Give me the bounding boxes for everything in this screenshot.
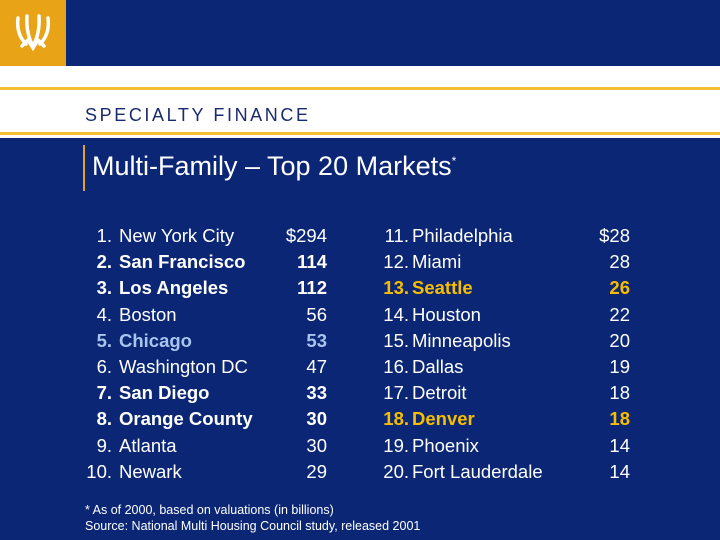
city: Philadelphia — [412, 225, 513, 246]
value: 29 — [306, 460, 327, 482]
market-row: 15. Minneapolis 20 — [0, 328, 720, 354]
footnote-line: * As of 2000, based on valuations (in bi… — [85, 503, 334, 517]
city: Orange County — [119, 408, 253, 430]
market-row: 10. Newark 29 — [0, 459, 720, 485]
market-row: 6. Washington DC 47 — [0, 354, 720, 380]
rank: 14. — [383, 303, 409, 325]
rank: 9. — [96, 434, 112, 456]
city: Seattle — [412, 277, 473, 299]
market-row: 12. Miami 28 — [0, 249, 720, 275]
value: 14 — [609, 434, 630, 456]
value: 14 — [609, 460, 630, 482]
market-row: 2. San Francisco 114 — [0, 249, 720, 275]
city: Atlanta — [119, 434, 177, 456]
value: 18 — [609, 382, 630, 404]
market-row: 16. Dallas 19 — [0, 354, 720, 380]
gold-rule — [0, 132, 720, 135]
market-row: 4. Boston 56 — [0, 302, 720, 328]
rank: 1. — [96, 225, 112, 246]
city: Miami — [412, 251, 462, 273]
city: Fort Lauderdale — [412, 460, 543, 482]
source-line: Source: National Multi Housing Council s… — [85, 519, 421, 533]
title-footnote-mark: * — [451, 154, 457, 168]
city: San Diego — [119, 382, 210, 404]
city: Chicago — [119, 329, 192, 351]
rank: 15. — [383, 329, 409, 351]
market-row: 7. San Diego 33 — [0, 380, 720, 406]
rank: 4. — [96, 303, 112, 325]
market-row: 1. New York City $294 — [0, 223, 720, 249]
rank: 8. — [96, 408, 112, 430]
logo — [0, 0, 66, 66]
market-row: 5. Chicago 53 — [0, 328, 720, 354]
rank: 7. — [96, 382, 112, 404]
value: 28 — [609, 251, 630, 273]
rank: 3. — [96, 277, 112, 299]
rank: 13. — [383, 277, 409, 299]
value: 30 — [306, 434, 327, 456]
value: 33 — [306, 382, 327, 404]
rank: 19. — [383, 434, 409, 456]
market-row: 9. Atlanta 30 — [0, 433, 720, 459]
gold-rule — [0, 87, 720, 90]
rank: 17. — [383, 382, 409, 404]
value: 22 — [609, 303, 630, 325]
value: $28 — [599, 225, 630, 246]
value: 30 — [306, 408, 327, 430]
city: Minneapolis — [412, 329, 511, 351]
market-row: 11. Philadelphia $28 — [0, 223, 720, 249]
title-text: Multi-Family – Top 20 Markets — [92, 151, 452, 181]
market-row: 8. Orange County 30 — [0, 406, 720, 432]
value: 18 — [609, 408, 630, 430]
value: 26 — [609, 277, 630, 299]
rank: 16. — [383, 356, 409, 377]
rank: 20. — [383, 460, 409, 482]
market-row: 19. Phoenix 14 — [0, 433, 720, 459]
header-band — [0, 0, 720, 66]
wheat-sheaf-logo-icon — [15, 14, 51, 52]
city: Los Angeles — [119, 277, 229, 299]
rank: 18. — [383, 408, 409, 430]
value: 20 — [609, 329, 630, 351]
value: 112 — [297, 277, 327, 299]
city: San Francisco — [119, 251, 246, 273]
city: Boston — [119, 303, 177, 325]
rank: 10. — [86, 460, 112, 482]
market-row: 18. Denver 18 — [0, 406, 720, 432]
page-title: Multi-Family – Top 20 Markets* — [92, 151, 456, 182]
market-row: 3. Los Angeles 112 — [0, 275, 720, 301]
footnote: * As of 2000, based on valuations (in bi… — [85, 502, 420, 534]
city: Newark — [119, 460, 182, 482]
value: 19 — [609, 356, 630, 377]
rank: 2. — [96, 251, 112, 273]
brand-band — [0, 66, 720, 138]
rank: 6. — [96, 356, 112, 377]
brand-name: SPECIALTY FINANCE — [85, 105, 311, 125]
rank: 12. — [383, 251, 409, 273]
rank: 5. — [96, 329, 112, 351]
city: Washington DC — [119, 356, 248, 377]
market-row: 17. Detroit 18 — [0, 380, 720, 406]
market-row: 14. Houston 22 — [0, 302, 720, 328]
market-row: 13. Seattle 26 — [0, 275, 720, 301]
city: Phoenix — [412, 434, 479, 456]
market-row: 20. Fort Lauderdale 14 — [0, 459, 720, 485]
city: Denver — [412, 408, 475, 430]
value: 53 — [306, 329, 327, 351]
city: Houston — [412, 303, 481, 325]
value: $294 — [285, 225, 327, 246]
city: Dallas — [412, 356, 464, 377]
rank: 11. — [384, 225, 409, 246]
value: 47 — [306, 356, 327, 377]
value: 114 — [297, 251, 327, 273]
city: New York City — [119, 225, 235, 246]
city: Detroit — [412, 382, 467, 404]
value: 56 — [306, 303, 327, 325]
title-accent — [83, 145, 85, 191]
